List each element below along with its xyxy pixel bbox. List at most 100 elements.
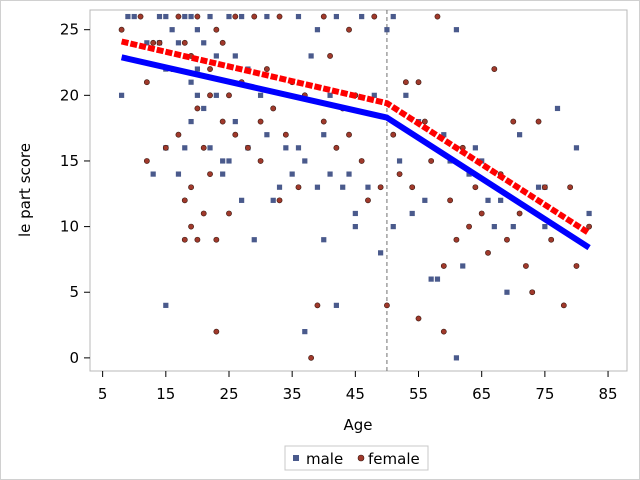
data-point-female	[194, 13, 201, 20]
data-point-female	[390, 131, 397, 138]
data-point-male	[232, 118, 238, 125]
data-point-male	[150, 171, 156, 177]
y-tick-label: 10	[60, 218, 79, 236]
data-point-male	[188, 118, 194, 125]
data-point-male	[118, 92, 125, 98]
data-point-male	[390, 224, 396, 230]
data-point-male	[409, 210, 415, 217]
data-point-female	[175, 131, 182, 138]
data-point-female	[478, 210, 485, 217]
data-point-female	[541, 184, 548, 191]
data-point-male	[472, 145, 478, 151]
data-point-female	[257, 118, 264, 125]
data-point-male	[314, 27, 321, 33]
data-point-female	[200, 144, 207, 151]
data-point-female	[143, 79, 150, 86]
x-tick-label: 85	[599, 385, 618, 403]
data-point-female	[188, 223, 194, 230]
data-point-male	[226, 158, 232, 164]
data-point-male	[586, 210, 592, 217]
data-point-female	[137, 13, 144, 20]
data-point-male	[188, 79, 194, 85]
data-point-female	[270, 105, 277, 112]
data-points	[118, 13, 592, 361]
data-point-female	[510, 118, 517, 125]
data-point-male	[163, 13, 169, 20]
data-point-female	[232, 131, 239, 138]
data-point-male	[144, 40, 150, 46]
data-point-female	[219, 39, 226, 46]
data-point-male	[226, 13, 232, 20]
data-point-male	[283, 145, 289, 151]
data-point-male	[517, 132, 523, 138]
data-point-male	[384, 27, 390, 33]
x-tick-label: 35	[283, 385, 302, 403]
data-point-female	[333, 144, 340, 151]
data-point-female	[276, 197, 283, 204]
axes: 5 15 25 35 45 55 65 75 85 0 5 10 15 20 25	[60, 21, 618, 403]
data-point-male	[169, 27, 175, 33]
data-point-female	[415, 79, 422, 86]
data-point-female	[194, 105, 201, 112]
data-point-male	[510, 224, 516, 230]
y-axis-title: le part score	[16, 143, 34, 237]
data-point-female	[162, 144, 169, 151]
data-point-male	[182, 13, 188, 20]
fit-line-female	[120, 38, 591, 236]
data-point-male	[194, 27, 200, 33]
data-point-female	[308, 354, 315, 361]
data-point-male	[396, 158, 403, 164]
data-point-male	[390, 13, 396, 20]
data-point-female	[314, 302, 321, 309]
data-point-male	[346, 171, 352, 177]
data-point-male	[466, 171, 472, 177]
legend-male-marker	[293, 455, 299, 461]
data-point-male	[314, 184, 321, 190]
data-point-male	[453, 355, 460, 361]
data-point-male	[270, 197, 276, 203]
data-point-female	[402, 79, 409, 86]
data-point-male	[371, 92, 377, 98]
legend-male-label: male	[306, 450, 343, 468]
data-point-female	[346, 131, 352, 138]
data-point-male	[422, 197, 428, 203]
data-point-male	[352, 210, 358, 217]
data-point-male	[182, 145, 188, 151]
data-point-female	[320, 118, 327, 125]
data-point-male	[352, 224, 358, 230]
data-point-male	[239, 13, 245, 20]
data-point-female	[213, 26, 220, 33]
data-point-male	[201, 105, 207, 112]
data-point-female	[421, 118, 428, 125]
x-tick-label: 55	[409, 385, 428, 403]
data-point-female	[504, 236, 510, 243]
data-point-female	[207, 92, 213, 99]
data-point-male	[295, 13, 302, 20]
data-point-male	[333, 13, 339, 20]
data-point-female	[440, 263, 447, 269]
data-point-female	[226, 210, 232, 217]
data-point-female	[371, 13, 378, 20]
y-tick-label: 15	[60, 152, 79, 170]
data-point-male	[308, 53, 314, 59]
data-point-male	[453, 27, 460, 33]
data-point-female	[232, 13, 239, 20]
data-point-female	[491, 66, 498, 72]
data-point-female	[276, 13, 283, 20]
data-point-female	[447, 197, 454, 204]
data-point-female	[560, 302, 567, 309]
data-point-female	[251, 13, 258, 20]
data-point-male	[175, 40, 182, 46]
data-point-male	[156, 13, 163, 20]
data-point-male	[239, 197, 245, 203]
data-point-female	[327, 53, 333, 59]
data-point-female	[440, 328, 447, 335]
data-point-male	[542, 224, 548, 230]
data-point-female	[472, 184, 479, 191]
data-point-male	[257, 92, 264, 98]
data-point-female	[377, 184, 384, 191]
data-point-male	[295, 145, 302, 151]
data-point-female	[396, 171, 403, 177]
data-point-male	[302, 158, 308, 164]
x-tick-label: 75	[535, 385, 554, 403]
